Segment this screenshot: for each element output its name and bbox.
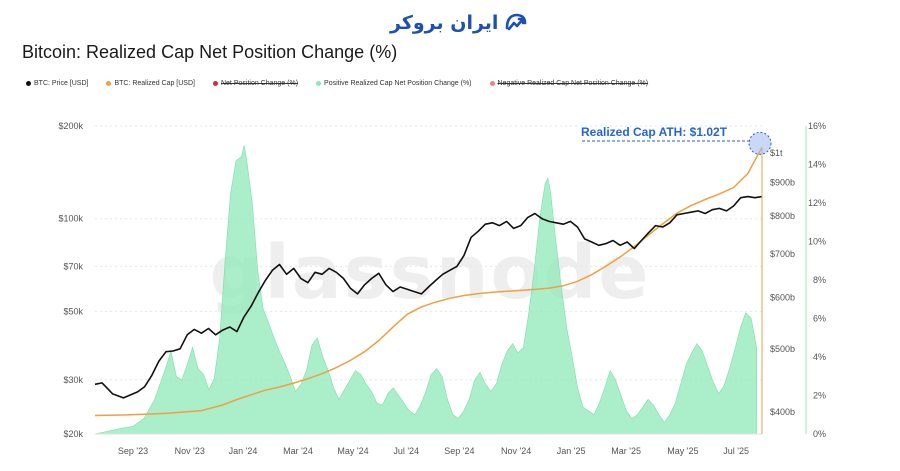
x-tick-label: Sep '24 (444, 446, 474, 456)
x-tick-label: Mar '24 (283, 446, 313, 456)
y-mid-tick-label: $600b (770, 292, 795, 302)
chart-title: Bitcoin: Realized Cap Net Position Chang… (22, 42, 398, 62)
legend-label: Negative Realized Cap Net Position Chang… (497, 80, 649, 87)
axes: $200k $100k $70k $50k $30k $20k $1t $900b $800b $… (58, 121, 826, 456)
legend-label: BTC: Price [USD] (34, 80, 89, 87)
legend-dot-icon (212, 81, 218, 86)
series-lines (94, 146, 763, 417)
legend-item[interactable]: Net Position Change (%) (212, 80, 299, 87)
legend-item[interactable]: Negative Realized Cap Net Position Chang… (489, 80, 649, 87)
y-left-tick-label: $50k (63, 306, 83, 316)
positive-change-area-path (94, 145, 757, 435)
legend-label: Positive Realized Cap Net Position Chang… (324, 80, 472, 87)
y-mid-tick-label: $800b (770, 211, 795, 221)
annotation-label: Realized Cap ATH: $1.02T (581, 125, 728, 139)
annotation-highlight-circle (748, 131, 772, 155)
y-right-tick-label: 4% (813, 352, 826, 362)
x-tick-label: May '25 (667, 446, 698, 456)
y-left-tick-label: $100k (58, 214, 83, 224)
brand-logo-text: ایران بروکر (390, 12, 499, 34)
legend-label: BTC: Realized Cap [USD] (114, 80, 195, 87)
y-left-tick-label: $70k (63, 261, 83, 271)
legend-dot-icon (106, 81, 112, 86)
y-right-tick-label: 16% (808, 121, 826, 131)
legend-item[interactable]: BTC: Realized Cap [USD] (106, 80, 195, 87)
y-mid-tick-label: $900b (770, 178, 795, 188)
y-right-tick-label: 0% (813, 429, 826, 439)
legend-dot-icon (316, 81, 322, 86)
y-left-tick-label: $200k (58, 121, 83, 131)
x-tick-label: Sep '23 (118, 446, 148, 456)
brand-logo: ایران بروکر (390, 12, 528, 34)
x-tick-label: Jan '24 (229, 446, 258, 456)
y-mid-tick-label: $400b (770, 407, 795, 417)
y-right-tick-label: 12% (808, 198, 826, 208)
x-tick-label: Nov '23 (175, 446, 205, 456)
legend-item[interactable]: Positive Realized Cap Net Position Chang… (316, 80, 472, 87)
realized-cap-line (94, 146, 763, 417)
x-tick-label: Jan '25 (557, 446, 586, 456)
y-right-tick-label: 8% (813, 275, 826, 285)
x-tick-label: Jul '25 (723, 446, 749, 456)
trend-chart-icon (506, 13, 527, 31)
y-right-tick-label: 2% (813, 391, 826, 401)
legend-label: Net Position Change (%) (220, 80, 299, 87)
legend-dot-icon (489, 81, 495, 86)
y-left-tick-label: $30k (63, 375, 83, 385)
annotation: Realized Cap ATH: $1.02T (581, 125, 772, 434)
positive-change-area (94, 145, 757, 435)
x-tick-label: May '24 (337, 446, 368, 456)
y-mid-tick-label: $500b (770, 344, 795, 354)
y-right-tick-label: 14% (808, 160, 826, 170)
y-mid-tick-label: $700b (770, 249, 795, 259)
x-tick-label: Mar '25 (611, 446, 641, 456)
legend-dot-icon (26, 81, 31, 86)
x-tick-label: Jul '24 (393, 446, 419, 456)
x-tick-label: Nov '24 (501, 446, 531, 456)
y-right-tick-label: 10% (808, 237, 826, 247)
y-mid-tick-label: $1t (770, 148, 783, 158)
y-right-tick-label: 6% (813, 314, 826, 324)
y-left-tick-label: $20k (63, 429, 83, 439)
chart-legend: BTC: Price [USD] BTC: Realized Cap [USD] N… (26, 80, 648, 87)
legend-item[interactable]: BTC: Price [USD] (26, 80, 88, 87)
btc-price-line (94, 195, 763, 399)
watermark: glassnode (209, 230, 650, 316)
